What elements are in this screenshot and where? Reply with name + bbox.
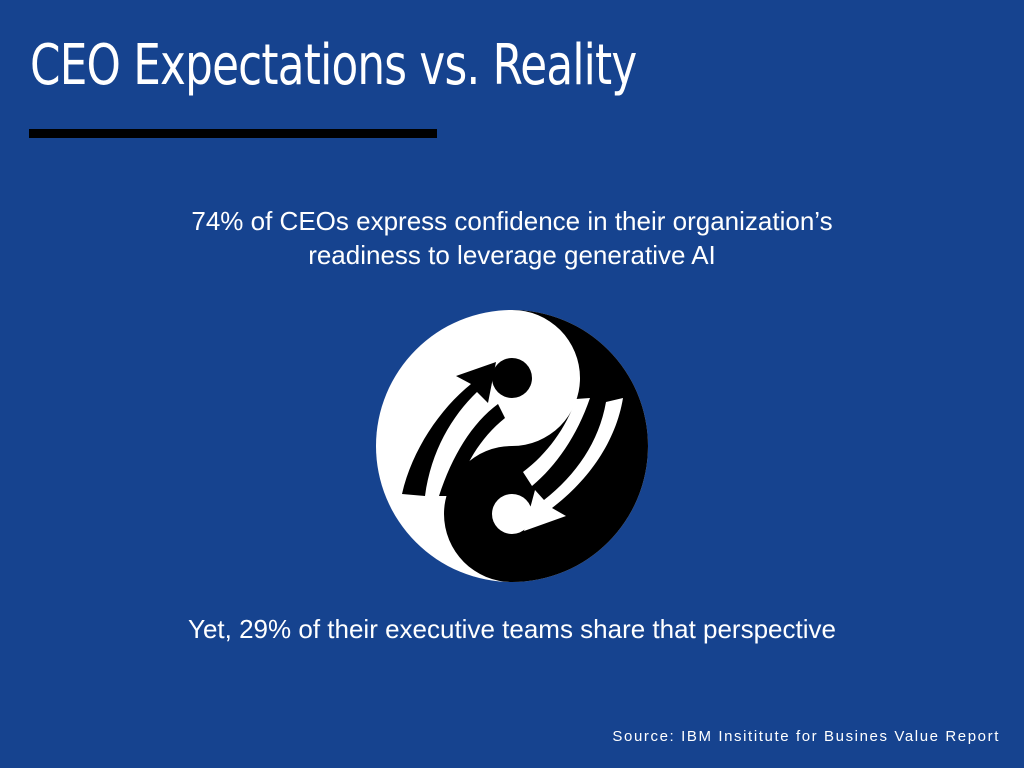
- ceo-confidence-line-2: readiness to leverage generative AI: [308, 240, 716, 270]
- executive-team-statement: Yet, 29% of their executive teams share …: [188, 614, 836, 644]
- dark-side-light-dot-icon: [492, 494, 532, 534]
- ceo-confidence-statement: 74% of CEOs express confidence in their …: [162, 204, 862, 272]
- dark-left-inner-arrow-icon: [439, 404, 505, 496]
- dark-left-arrow-icon: [402, 362, 496, 496]
- light-side-dark-dot-icon: [492, 358, 532, 398]
- light-right-arrow-icon: [524, 398, 623, 531]
- light-right-inner-arrow-icon: [523, 398, 590, 486]
- yin-yang-person-arrows-icon: [376, 310, 648, 582]
- slide-title: CEO Expectations vs. Reality: [30, 33, 637, 98]
- title-underline: [29, 129, 437, 138]
- ceo-confidence-line-1: 74% of CEOs express confidence in their …: [191, 206, 833, 236]
- source-citation: Source: IBM Insititute for Busines Value…: [612, 728, 1000, 745]
